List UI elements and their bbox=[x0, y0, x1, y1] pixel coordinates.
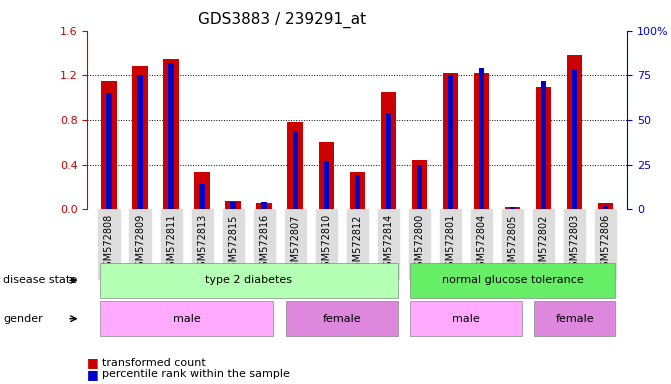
Bar bbox=[138, 75, 143, 209]
Bar bbox=[163, 59, 178, 209]
Bar bbox=[262, 202, 267, 209]
Bar bbox=[411, 160, 427, 209]
Bar bbox=[448, 75, 453, 209]
Bar bbox=[541, 81, 546, 209]
Text: disease state: disease state bbox=[3, 275, 77, 285]
Bar bbox=[603, 206, 609, 209]
Bar bbox=[567, 55, 582, 209]
Text: male: male bbox=[452, 314, 480, 324]
Bar bbox=[386, 113, 391, 209]
Bar bbox=[572, 70, 577, 209]
Bar bbox=[168, 63, 174, 209]
Bar bbox=[319, 142, 334, 209]
Bar bbox=[199, 184, 205, 209]
Bar bbox=[474, 73, 489, 209]
Text: ■: ■ bbox=[87, 356, 99, 369]
Bar bbox=[230, 202, 236, 209]
Text: type 2 diabetes: type 2 diabetes bbox=[205, 275, 292, 285]
Bar bbox=[256, 203, 272, 209]
Bar bbox=[417, 165, 422, 209]
Text: GDS3883 / 239291_at: GDS3883 / 239291_at bbox=[198, 12, 366, 28]
Bar bbox=[505, 207, 520, 209]
Text: ■: ■ bbox=[87, 368, 99, 381]
Text: female: female bbox=[323, 314, 361, 324]
Bar bbox=[132, 66, 148, 209]
Bar bbox=[106, 93, 111, 209]
Text: male: male bbox=[172, 314, 201, 324]
Text: female: female bbox=[556, 314, 594, 324]
Text: gender: gender bbox=[3, 314, 43, 324]
Bar bbox=[287, 122, 303, 209]
Bar bbox=[225, 202, 241, 209]
Text: transformed count: transformed count bbox=[102, 358, 206, 368]
Text: percentile rank within the sample: percentile rank within the sample bbox=[102, 369, 290, 379]
Bar bbox=[479, 68, 484, 209]
Bar bbox=[536, 86, 552, 209]
Bar bbox=[195, 172, 210, 209]
Bar bbox=[293, 131, 298, 209]
Bar bbox=[101, 81, 117, 209]
Bar bbox=[380, 92, 396, 209]
Bar bbox=[443, 73, 458, 209]
Text: normal glucose tolerance: normal glucose tolerance bbox=[442, 275, 583, 285]
Bar bbox=[350, 172, 365, 209]
Bar bbox=[510, 207, 515, 209]
Bar bbox=[598, 203, 613, 209]
Bar bbox=[354, 175, 360, 209]
Bar bbox=[323, 161, 329, 209]
